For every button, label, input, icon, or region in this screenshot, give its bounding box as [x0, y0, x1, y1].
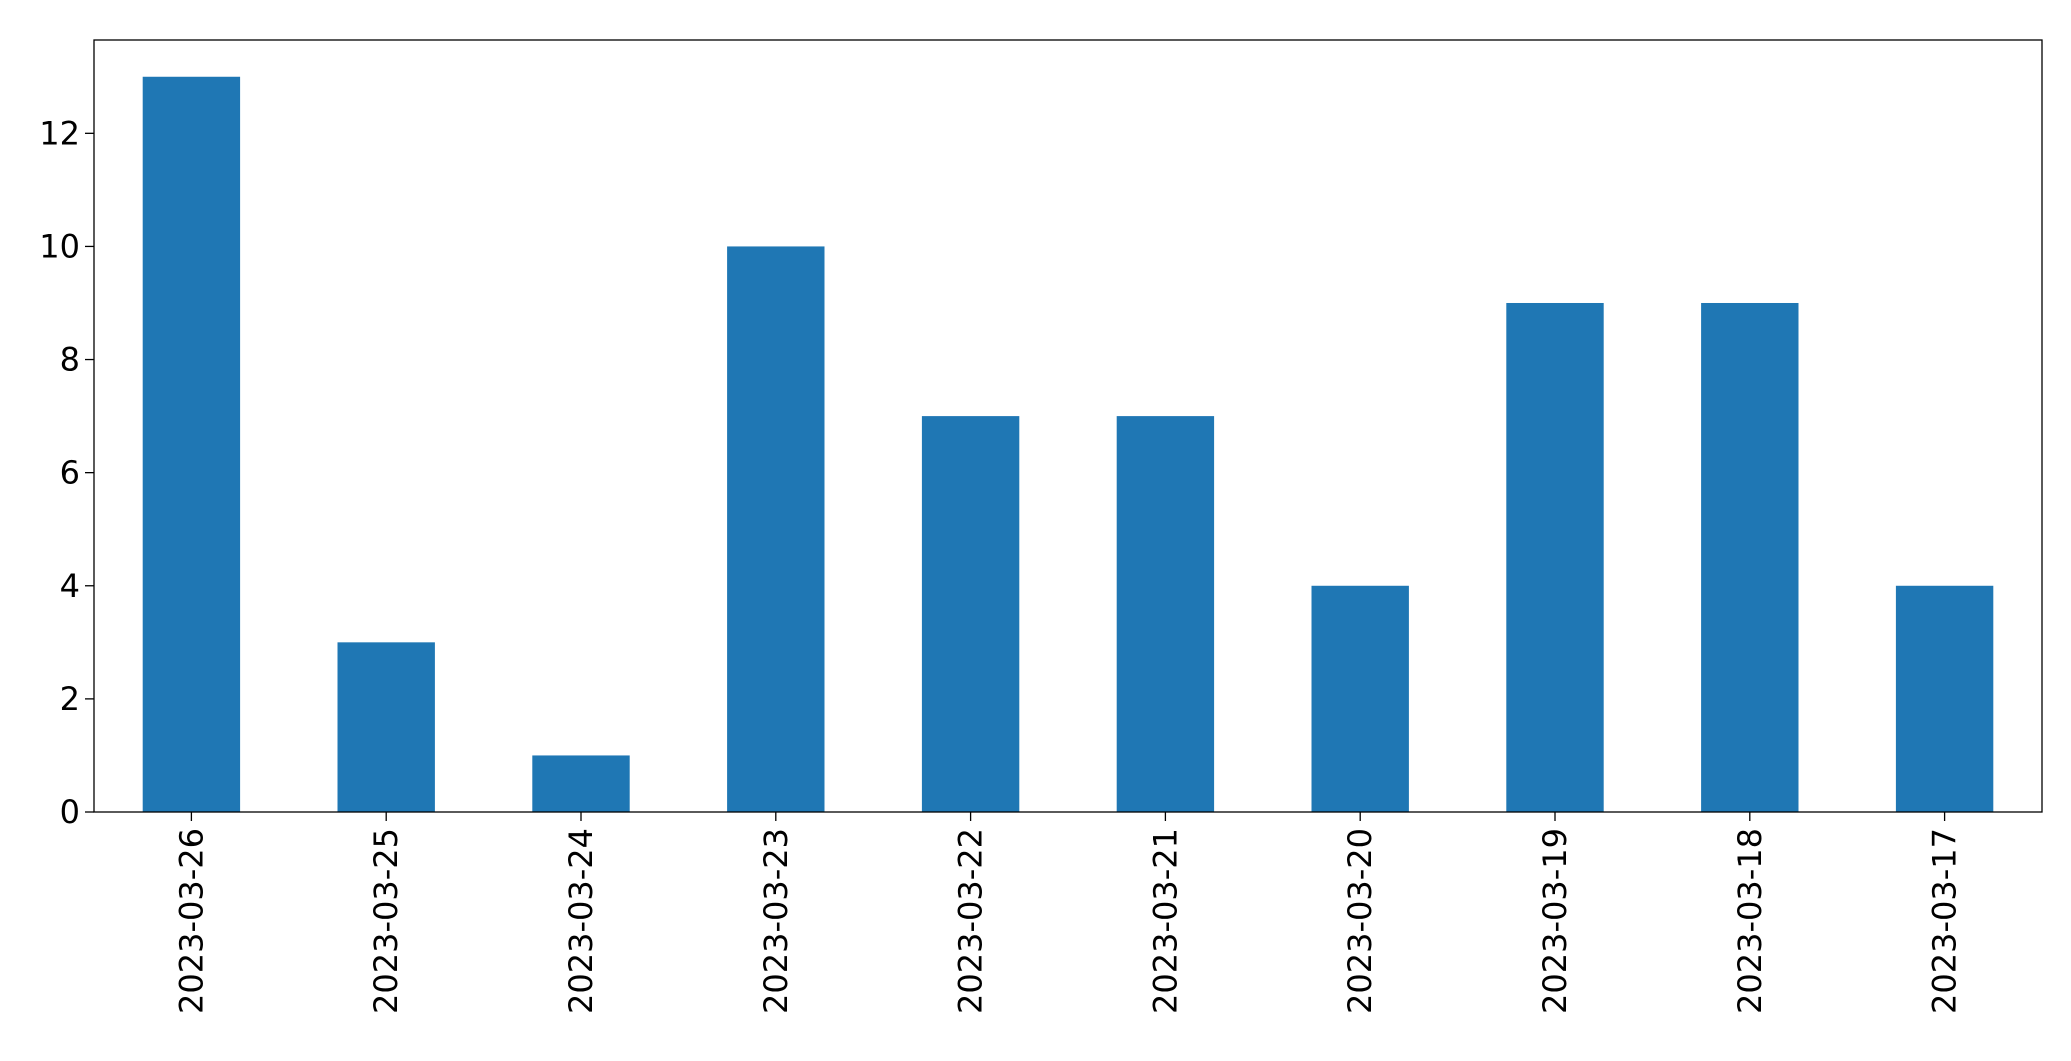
- bar: [1116, 416, 1215, 812]
- y-tick-label: 8: [60, 341, 80, 379]
- x-tick-label: 2023-03-18: [1731, 828, 1769, 1014]
- bar: [1506, 302, 1604, 812]
- bar: [1895, 585, 1994, 812]
- x-tick-label: 2023-03-20: [1341, 828, 1379, 1014]
- bar: [1701, 302, 1799, 812]
- x-tick-label: 2023-03-26: [172, 828, 210, 1014]
- y-tick-label: 12: [39, 114, 80, 152]
- bar: [337, 642, 435, 812]
- bar: [142, 76, 241, 812]
- bar: [1311, 585, 1409, 812]
- y-tick-label: 2: [60, 680, 80, 718]
- y-tick-label: 10: [39, 227, 80, 265]
- y-tick-label: 4: [60, 567, 80, 605]
- x-tick-label: 2023-03-17: [1926, 828, 1964, 1014]
- bar: [921, 416, 1020, 812]
- x-tick-label: 2023-03-19: [1536, 828, 1574, 1014]
- y-tick-label: 6: [60, 454, 80, 492]
- x-tick-label: 2023-03-22: [952, 828, 990, 1014]
- x-tick-label: 2023-03-21: [1146, 828, 1184, 1014]
- x-tick-label: 2023-03-25: [367, 828, 405, 1014]
- x-tick-label: 2023-03-24: [562, 828, 600, 1014]
- plot-frame: [93, 39, 2043, 813]
- bar: [532, 755, 630, 812]
- y-tick-label: 0: [60, 793, 80, 831]
- bar: [727, 246, 825, 812]
- x-tick-label: 2023-03-23: [757, 828, 795, 1014]
